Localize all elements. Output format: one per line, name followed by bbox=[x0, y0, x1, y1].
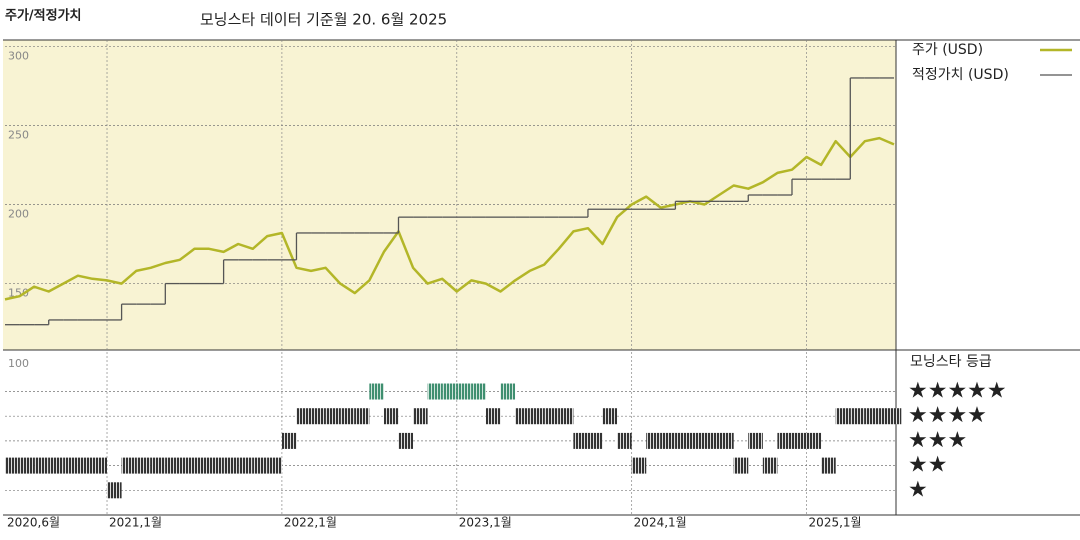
legend-label: 적정가치 (USD) bbox=[912, 67, 1009, 83]
rating-label: ★★★★★ bbox=[908, 379, 1007, 404]
rating-bar bbox=[281, 432, 297, 449]
rating-bar bbox=[252, 457, 268, 474]
rating-bar bbox=[558, 408, 574, 425]
rating-bar bbox=[573, 432, 588, 449]
rating-bar bbox=[398, 432, 414, 449]
rating-bar bbox=[485, 408, 501, 425]
rating-bar bbox=[777, 432, 792, 449]
rating-bar bbox=[92, 457, 108, 474]
rating-bar bbox=[340, 408, 355, 425]
rating-bar bbox=[791, 432, 807, 449]
x-tick-label: 2024,1월 bbox=[634, 516, 687, 530]
rating-bar bbox=[587, 432, 603, 449]
rating-bar bbox=[471, 383, 486, 400]
plot-background bbox=[3, 40, 896, 350]
rating-bar bbox=[879, 408, 894, 425]
rating-bar bbox=[602, 408, 618, 425]
rating-bar bbox=[864, 408, 880, 425]
rating-bar bbox=[311, 408, 326, 425]
legend-label: 주가 (USD) bbox=[912, 42, 983, 58]
rating-bar bbox=[762, 457, 778, 474]
rating-bar bbox=[165, 457, 180, 474]
y-tick-label: 250 bbox=[8, 128, 29, 141]
rating-bar bbox=[63, 457, 78, 474]
rating-bar bbox=[136, 457, 151, 474]
y-tick-label: 300 bbox=[8, 49, 29, 62]
x-tick-label: 2023,1월 bbox=[459, 516, 512, 530]
rating-bar bbox=[456, 383, 472, 400]
x-tick-label: 2022,1월 bbox=[284, 516, 337, 530]
y-tick-label: 200 bbox=[8, 207, 29, 220]
rating-bar bbox=[48, 457, 64, 474]
rating-bar bbox=[354, 408, 370, 425]
rating-bar bbox=[894, 408, 902, 425]
rating-bar bbox=[631, 457, 647, 474]
x-tick-label: 2025,1월 bbox=[809, 516, 862, 530]
rating-bar bbox=[748, 432, 763, 449]
rating-bar bbox=[806, 432, 822, 449]
rating-bar bbox=[267, 457, 282, 474]
rating-bar bbox=[835, 408, 851, 425]
rating-bar bbox=[5, 457, 20, 474]
rating-bar bbox=[660, 432, 676, 449]
rating-bar bbox=[194, 457, 210, 474]
rating-bar bbox=[617, 432, 632, 449]
price-line bbox=[4, 136, 895, 301]
rating-bar bbox=[413, 408, 428, 425]
rating-bar bbox=[704, 432, 720, 449]
rating-bar bbox=[733, 457, 749, 474]
rating-bar bbox=[544, 408, 559, 425]
rating-bar bbox=[238, 457, 253, 474]
rating-bar bbox=[383, 408, 399, 425]
rating-bar bbox=[34, 457, 49, 474]
rating-bar bbox=[325, 408, 341, 425]
rating-title: 모닝스타 등급 bbox=[910, 354, 992, 370]
rating-bar bbox=[719, 432, 734, 449]
rating-bar bbox=[442, 383, 457, 400]
rating-bar bbox=[500, 383, 516, 400]
rating-bar bbox=[369, 383, 384, 400]
subtitle: 모닝스타 데이터 기준월 20. 6월 2025 bbox=[200, 11, 447, 29]
rating-bar bbox=[223, 457, 239, 474]
rating-label: ★ bbox=[908, 477, 928, 502]
rating-bar bbox=[19, 457, 35, 474]
rating-bar bbox=[427, 383, 443, 400]
rating-bar bbox=[529, 408, 545, 425]
rating-bar bbox=[646, 432, 661, 449]
rating-bar bbox=[296, 408, 312, 425]
rating-bar bbox=[121, 457, 137, 474]
corner-label: 100 bbox=[8, 357, 29, 370]
rating-bar bbox=[821, 457, 836, 474]
rating-bar bbox=[107, 482, 122, 499]
rating-bar bbox=[209, 457, 224, 474]
rating-bar bbox=[689, 432, 705, 449]
rating-bar bbox=[850, 408, 865, 425]
rating-bar bbox=[515, 408, 530, 425]
rating-bar bbox=[77, 457, 93, 474]
chart-title: 주가/적정가치 bbox=[5, 8, 82, 24]
rating-bar bbox=[179, 457, 195, 474]
x-tick-label: 2020,6월 bbox=[7, 516, 60, 530]
x-tick-label: 2021,1월 bbox=[109, 516, 162, 530]
rating-bar bbox=[675, 432, 690, 449]
rating-label: ★★★★ bbox=[908, 403, 987, 428]
rating-bar bbox=[150, 457, 166, 474]
rating-label: ★★★ bbox=[908, 428, 967, 453]
rating-label: ★★ bbox=[908, 453, 947, 478]
